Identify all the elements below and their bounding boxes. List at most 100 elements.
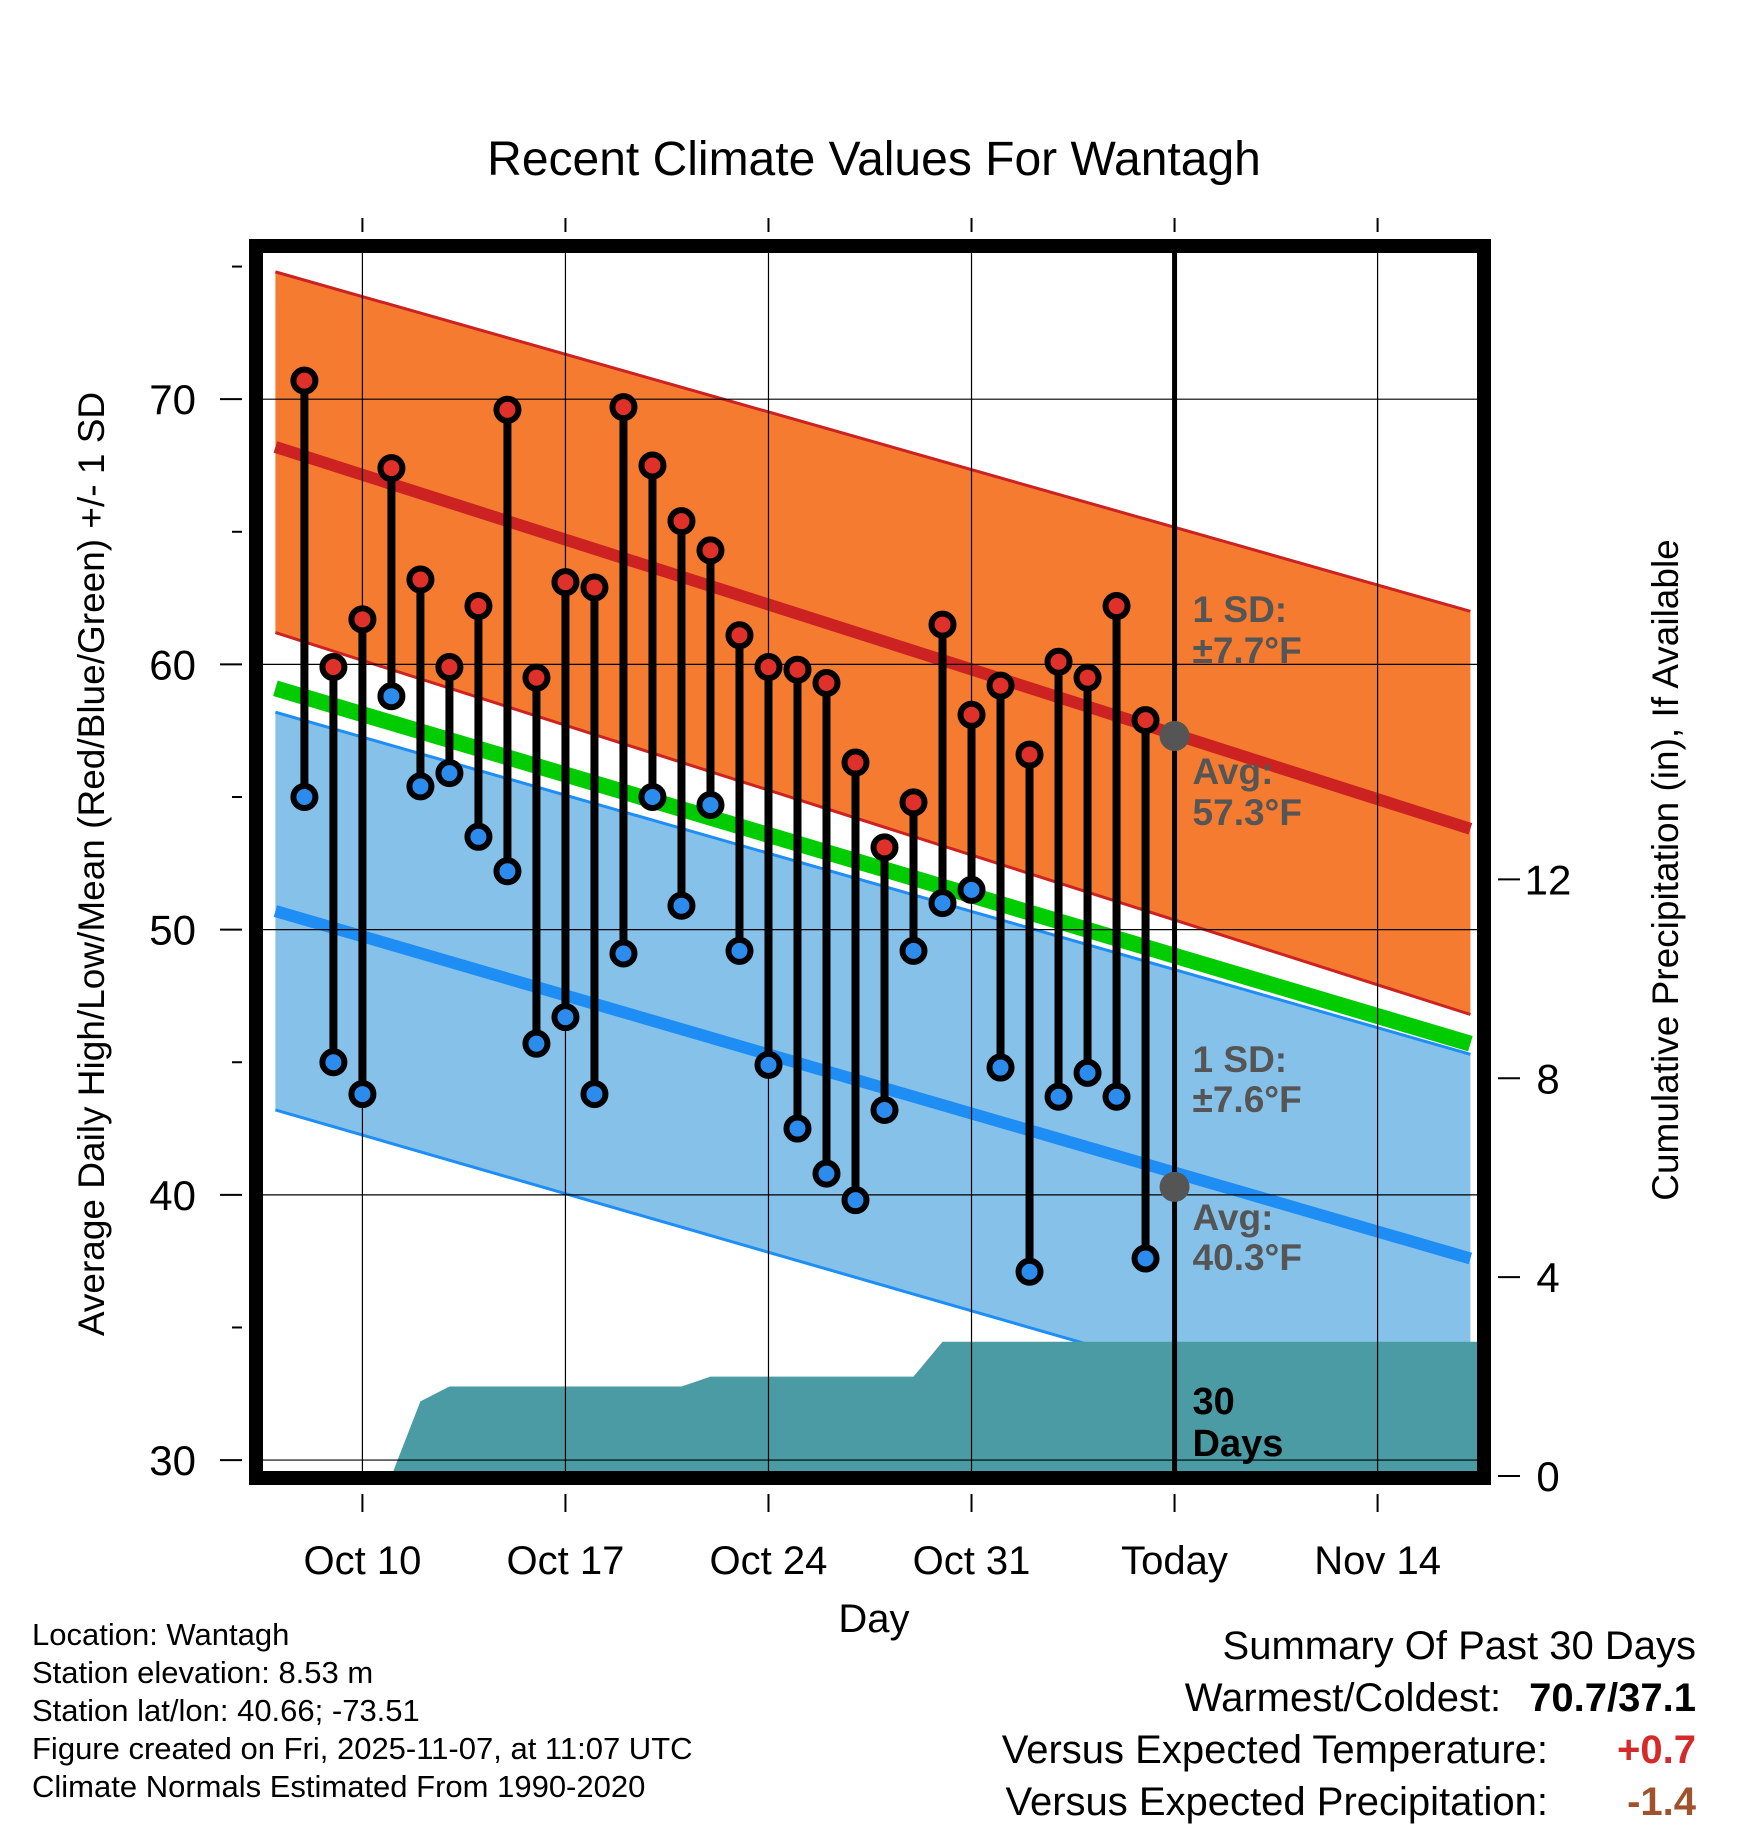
high-sd-label: 1 SD: [1193, 589, 1288, 630]
y2-tick-label: 4 [1536, 1254, 1559, 1301]
daily-high-point [1102, 592, 1131, 621]
y2-tick-label: 8 [1536, 1055, 1559, 1102]
precip-area [258, 1341, 1482, 1476]
normals-text: Climate Normals Estimated From 1990-2020 [32, 1769, 646, 1804]
y-tick-label: 50 [149, 907, 196, 954]
daily-high-point [435, 653, 464, 682]
low-sd-label: 1 SD: [1193, 1039, 1288, 1080]
daily-high-point [377, 454, 406, 483]
high-band-upper-edge [274, 270, 1471, 613]
warmest-label: Warmest/Coldest: [1184, 1676, 1502, 1720]
station-info: Location: Wantagh Station elevation: 8.5… [32, 1616, 693, 1806]
daily-high-point [580, 573, 609, 602]
y-tick-label: 30 [149, 1437, 196, 1484]
daily-low-point [841, 1186, 870, 1215]
today-high-avg-marker [1159, 721, 1190, 752]
y-tick-label: 40 [149, 1172, 196, 1219]
daily-high-point [986, 671, 1015, 700]
daily-low-point [1015, 1257, 1044, 1286]
summary-temp-row: Versus Expected Temperature: +0.7 [1002, 1724, 1696, 1776]
daily-high-point [667, 507, 696, 536]
summary-warmest-row: Warmest/Coldest: 70.7/37.1 [1002, 1672, 1696, 1724]
daily-low-point [551, 1003, 580, 1032]
precip-label: Versus Expected Precipitation: [1005, 1780, 1548, 1824]
daily-low-point [667, 891, 696, 920]
temp-value: +0.7 [1617, 1728, 1696, 1772]
daily-high-point [493, 395, 522, 424]
daily-high-point [1015, 740, 1044, 769]
daily-low-point [348, 1080, 377, 1109]
daily-low-point [493, 857, 522, 886]
y2-tick-label: 12 [1525, 856, 1572, 903]
high-avg-value: 57.3°F [1193, 792, 1302, 833]
elevation-text: Station elevation: 8.53 m [32, 1655, 374, 1690]
daily-high-point [957, 700, 986, 729]
high-sd-value: ±7.7°F [1193, 630, 1302, 671]
daily-low-point [725, 936, 754, 965]
y2-tick-label: 0 [1536, 1453, 1559, 1500]
daily-low-point [609, 939, 638, 968]
low-avg-value: 40.3°F [1193, 1237, 1302, 1278]
high-normal-line [273, 441, 1473, 835]
x-tick-label: Oct 24 [710, 1539, 828, 1583]
plot-frame [249, 239, 1491, 1485]
x-tick-label: Oct 17 [507, 1539, 625, 1583]
daily-high-point [812, 668, 841, 697]
temp-label: Versus Expected Temperature: [1001, 1728, 1548, 1772]
y-tick-label: 70 [149, 376, 196, 423]
daily-high-point [783, 655, 812, 684]
daily-high-point [870, 833, 899, 862]
warmest-value: 70.7/37.1 [1529, 1676, 1696, 1720]
daily-high-point [290, 366, 319, 395]
daily-low-point [435, 759, 464, 788]
daily-low-point [783, 1114, 812, 1143]
daily-high-point [464, 592, 493, 621]
daily-high-point [696, 536, 725, 565]
summary-title: Summary Of Past 30 Days [1222, 1624, 1696, 1668]
y-axis-title: Average Daily High/Low/Mean (Red/Blue/Gr… [71, 392, 112, 1336]
daily-low-point [928, 889, 957, 918]
daily-low-point [290, 783, 319, 812]
summary-precip-row: Versus Expected Precipitation: -1.4 [1002, 1776, 1696, 1828]
daily-low-point [580, 1080, 609, 1109]
daily-high-point [1131, 706, 1160, 735]
daily-low-point [696, 790, 725, 819]
daily-high-point [638, 451, 667, 480]
daily-high-point [319, 653, 348, 682]
x-tick-label: Nov 14 [1314, 1539, 1441, 1583]
daily-low-point [319, 1048, 348, 1077]
daily-low-point [899, 936, 928, 965]
daily-high-point [609, 393, 638, 422]
daily-low-point [986, 1053, 1015, 1082]
days-count: 30 [1193, 1381, 1235, 1423]
daily-high-point [754, 653, 783, 682]
daily-low-point [1044, 1082, 1073, 1111]
daily-high-point [725, 621, 754, 650]
daily-low-point [812, 1159, 841, 1188]
x-tick-label: Oct 10 [303, 1539, 421, 1583]
location-text: Location: Wantagh [32, 1617, 290, 1652]
chart-title: Recent Climate Values For Wantagh [487, 133, 1261, 186]
low-sd-value: ±7.6°F [1193, 1079, 1302, 1120]
daily-low-point [522, 1029, 551, 1058]
daily-high-point [551, 568, 580, 597]
daily-high-point [928, 610, 957, 639]
y2-axis-title: Cumulative Precipitation (in), If Availa… [1645, 539, 1686, 1201]
high-avg-label: Avg: [1193, 751, 1274, 792]
created-text: Figure created on Fri, 2025-11-07, at 11… [32, 1731, 693, 1766]
daily-high-point [1044, 647, 1073, 676]
low-normal-line [273, 905, 1473, 1265]
y-tick-label: 60 [149, 641, 196, 688]
daily-low-point [464, 822, 493, 851]
summary-panel: Summary Of Past 30 Days Warmest/Coldest:… [1002, 1620, 1696, 1828]
today-low-avg-marker [1159, 1171, 1190, 1202]
daily-high-point [348, 605, 377, 634]
daily-high-point [899, 788, 928, 817]
daily-high-point [522, 663, 551, 692]
daily-low-point [1131, 1244, 1160, 1273]
low-avg-label: Avg: [1193, 1197, 1274, 1238]
precip-value: -1.4 [1627, 1780, 1696, 1824]
daily-high-point [406, 565, 435, 594]
daily-low-point [957, 875, 986, 904]
